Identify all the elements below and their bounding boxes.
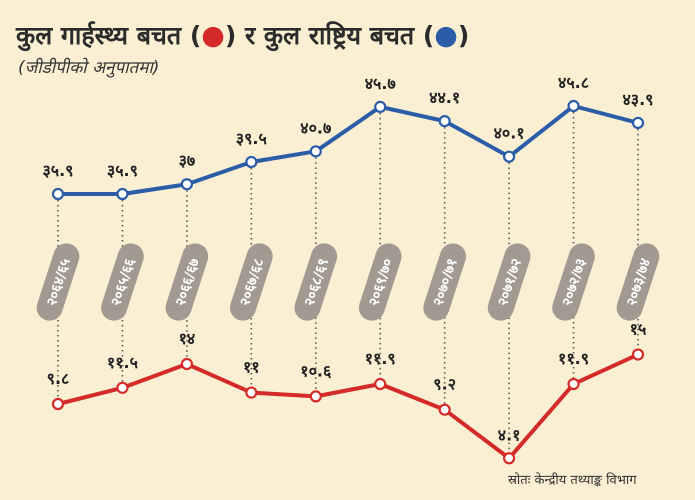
national-savings-value-label: ४३.९ [622, 90, 653, 109]
national-savings-point [309, 145, 322, 158]
category-labels: २०६४/६५ २०६५/६६ २०६६/६७ २०६७/६८ २०६८/६९ २०६९/… [36, 243, 660, 321]
title-part-3: ) [458, 21, 469, 50]
domestic-savings-point [503, 452, 516, 465]
category-pill-bg [487, 243, 531, 321]
category-pill: २०६८/६९ [294, 243, 338, 321]
domestic-savings-point [180, 357, 193, 371]
national-savings-point [116, 187, 129, 201]
series-layer: ३५.९ ३५.९ ३७ ३९.५ ४०.७ ४५.७ ४४.१ ४०.१ ४५.८ ४३.९ ९.… [42, 73, 654, 465]
domestic-savings-value-label: ४.१ [498, 425, 521, 444]
category-pill-bg [229, 243, 273, 321]
category-pill-bg [616, 243, 660, 321]
dotted-connectors [57, 112, 639, 453]
national-savings-value-label: ४५.७ [365, 74, 396, 93]
national-savings-value-label: ४५.८ [558, 73, 589, 92]
domestic-savings-point [245, 386, 258, 399]
national-savings-value-label: ३५.९ [107, 161, 138, 180]
title-part-1: कुल गार्हस्थ्य बचत ( [15, 21, 201, 52]
category-pill: २०६७/६८ [229, 243, 273, 321]
national-savings-value-label: ४४.१ [429, 88, 460, 107]
domestic-savings-point [116, 381, 129, 394]
category-pill: २०६५/६६ [101, 243, 144, 321]
chart-title: कुल गार्हस्थ्य बचत (●) र कुल राष्ट्रिय ब… [15, 20, 469, 78]
category-pill-bg [423, 243, 467, 321]
domestic-savings-value-label: ११.९ [365, 349, 396, 368]
domestic-savings-value-label: १०.६ [300, 361, 332, 380]
national-savings-point [51, 187, 65, 201]
national-savings-point [180, 178, 193, 191]
category-pill-bg [552, 243, 595, 321]
category-pill: २०६९/७० [358, 243, 402, 321]
category-pill-bg [165, 243, 209, 321]
category-pill-bg [101, 243, 144, 321]
category-pill: २०७२/७३ [552, 243, 595, 321]
national-savings-value-label: ४०.७ [300, 118, 331, 137]
national-savings-value-label: ३७ [179, 151, 196, 170]
title-part-2: ) र कुल राष्ट्रिय बचत ( [225, 21, 434, 52]
domestic-savings-point [438, 403, 451, 416]
category-pill: २०७१/७२ [487, 243, 531, 321]
domestic-savings-value-label: ११.५ [107, 353, 138, 372]
category-pill: २०७०/७१ [423, 243, 467, 321]
source-note: स्रोतः केन्द्रीय तथ्याङ्क विभाग [508, 472, 637, 488]
category-pill: २०६४/६५ [36, 243, 80, 321]
national-savings-value-label: ३५.९ [42, 161, 73, 180]
national-savings-point [374, 100, 387, 113]
chart-subtitle: (जीडीपीको अनुपातमा) [18, 57, 159, 78]
category-pill: २०६६/६७ [165, 243, 209, 321]
domestic-savings-line [56, 352, 640, 461]
national-savings-point [567, 99, 580, 113]
national-savings-line [56, 104, 640, 196]
domestic-savings-point [51, 397, 65, 411]
national-savings-point [438, 115, 451, 128]
national-savings-point [245, 155, 258, 169]
domestic-savings-value-label: १४ [179, 329, 196, 348]
domestic-savings-point [374, 377, 387, 391]
domestic-savings-point [567, 377, 580, 391]
domestic-savings-value-label: ११ [243, 358, 260, 377]
domestic-savings-value-label: ११.९ [558, 349, 589, 368]
category-pill-bg [294, 243, 338, 321]
category-pill-bg [358, 243, 402, 321]
national-savings-point [503, 150, 516, 163]
national-savings-value-label: ३९.५ [236, 129, 267, 148]
red-legend-dot: ● [201, 20, 225, 51]
title-text: कुल गार्हस्थ्य बचत (●) र कुल राष्ट्रिय ब… [15, 20, 469, 52]
domestic-savings-point [631, 348, 645, 361]
national-savings-value-label: ४०.१ [494, 124, 525, 143]
category-pill-bg [36, 243, 80, 321]
national-savings-point [631, 116, 645, 129]
domestic-savings-value-label: ९.८ [47, 369, 70, 388]
domestic-savings-value-label: १५ [630, 319, 647, 338]
domestic-savings-value-label: ९.२ [433, 375, 456, 394]
category-pill: २०७३/७४ [616, 243, 660, 321]
domestic-savings-point [309, 390, 322, 403]
blue-legend-dot: ● [434, 20, 458, 51]
